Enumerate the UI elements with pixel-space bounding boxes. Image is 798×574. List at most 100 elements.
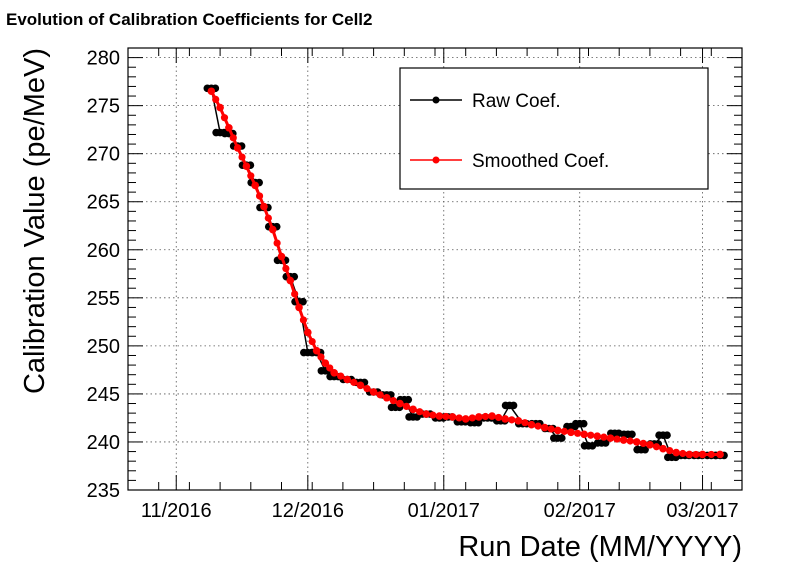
series-smoothed-point: [521, 419, 529, 427]
legend-raw-label: Raw Coef.: [472, 91, 561, 112]
series-smoothed-point: [540, 423, 549, 432]
series-raw-point: [620, 430, 628, 439]
series-raw-point: [601, 439, 610, 447]
series-raw-point: [558, 434, 566, 442]
series-smoothed-point: [488, 412, 496, 420]
legend-box: [399, 67, 709, 190]
series-smoothed-point: [587, 431, 595, 439]
series-smoothed-point: [207, 87, 216, 96]
series-smoothed-point: [679, 449, 687, 458]
series-smoothed-point: [402, 402, 411, 411]
series-smoothed-point: [716, 450, 724, 459]
series-smoothed-point: [242, 162, 251, 170]
series-smoothed-point: [268, 225, 277, 234]
series-smoothed-point: [229, 134, 237, 142]
series-smoothed-point: [363, 385, 371, 393]
series-raw-point: [221, 129, 229, 138]
series-raw-point: [387, 403, 396, 412]
series-smoothed-point: [312, 346, 321, 355]
series-smoothed-point: [369, 388, 378, 396]
series-smoothed-point: [330, 368, 338, 377]
series-smoothed-point: [626, 437, 634, 445]
series-smoothed-point: [567, 428, 575, 437]
series-raw-point: [580, 442, 589, 450]
series-smoothed-point: [422, 410, 431, 418]
y-tick-label: 255: [87, 288, 120, 310]
series-raw-point: [664, 453, 672, 462]
series-smoothed-point: [560, 427, 568, 435]
series-smoothed-point: [260, 202, 268, 211]
series-smoothed-point: [317, 353, 325, 361]
y-tick-label: 275: [87, 96, 120, 118]
series-smoothed-point: [547, 425, 555, 433]
series-smoothed-point: [501, 415, 509, 423]
series-smoothed-point: [216, 103, 224, 112]
series-raw-point: [404, 395, 413, 404]
series-smoothed-point: [435, 412, 444, 420]
series-smoothed-point: [356, 381, 365, 390]
x-tick-label: 12/2016: [272, 500, 344, 522]
series-smoothed-point: [580, 430, 588, 439]
x-tick-label: 01/2017: [408, 500, 480, 522]
series-smoothed-point: [291, 290, 299, 298]
series-raw-point: [628, 430, 636, 439]
series-smoothed-point: [382, 393, 391, 402]
series-smoothed-point: [416, 408, 424, 416]
series-smoothed-point: [238, 153, 246, 161]
series-raw-point: [317, 367, 326, 375]
x-tick-label: 11/2016: [141, 500, 212, 522]
series-smoothed-point: [672, 448, 681, 457]
series-smoothed-point: [389, 397, 397, 405]
series-smoothed-point: [632, 438, 641, 446]
series-smoothed-point: [442, 412, 450, 421]
y-tick-label: 245: [87, 384, 120, 406]
series-smoothed-point: [321, 359, 330, 367]
y-tick-label: 240: [87, 432, 120, 454]
series-smoothed-point: [707, 450, 715, 459]
series-smoothed-point: [593, 432, 602, 440]
series-smoothed-point: [308, 337, 316, 346]
series-smoothed-point: [220, 114, 229, 122]
chart-title: Evolution of Calibration Coefficients fo…: [6, 10, 373, 29]
series-smoothed-point: [573, 429, 582, 437]
series-smoothed-point: [225, 123, 233, 132]
series-smoothed-point: [685, 450, 694, 459]
series-smoothed-point: [646, 441, 654, 449]
legend: Raw Coef. Smoothed Coef.: [399, 67, 709, 190]
series-smoothed-point: [343, 375, 352, 384]
series-smoothed-point: [639, 439, 647, 447]
series-smoothed-point: [429, 411, 437, 419]
series-raw-point: [571, 419, 580, 428]
legend-smoothed-label: Smoothed Coef.: [472, 151, 609, 172]
series-raw-point: [212, 128, 220, 137]
series-smoothed-point: [468, 414, 476, 422]
series-raw-point: [593, 439, 602, 447]
series-raw-point: [509, 401, 518, 410]
series-smoothed-point: [606, 434, 615, 442]
series-smoothed-point: [613, 435, 621, 443]
series-smoothed-point: [494, 413, 503, 422]
series-smoothed-point: [212, 95, 220, 104]
series-smoothed-point: [273, 239, 281, 247]
series-raw-point: [633, 445, 641, 454]
series-smoothed-point: [481, 412, 490, 421]
series-smoothed-point: [666, 447, 674, 455]
series-raw-point: [405, 413, 413, 421]
y-axis-label: Calibration Value (pe/MeV): [19, 48, 51, 394]
series-raw-point: [579, 419, 588, 428]
series-smoothed-point: [527, 420, 536, 429]
series-smoothed-point: [350, 378, 358, 386]
series-smoothed-point: [448, 413, 457, 421]
series-raw-point: [641, 445, 649, 454]
x-axis-label: Run Date (MM/YYYY): [458, 531, 742, 563]
series-smoothed-point: [282, 264, 290, 273]
axis-layer: 235 240 245 250 255 260 265 270 275 280 11/2016 12/…: [87, 47, 743, 522]
series-smoothed-point: [461, 415, 470, 423]
x-tick-label: 02/2017: [544, 500, 616, 522]
y-tick-label: 280: [87, 48, 120, 70]
series-layer: [203, 84, 728, 462]
series-raw-point: [550, 434, 558, 442]
y-tick-label: 235: [87, 480, 120, 502]
series-smoothed-point: [264, 214, 272, 222]
series-smoothed-point: [508, 416, 516, 424]
